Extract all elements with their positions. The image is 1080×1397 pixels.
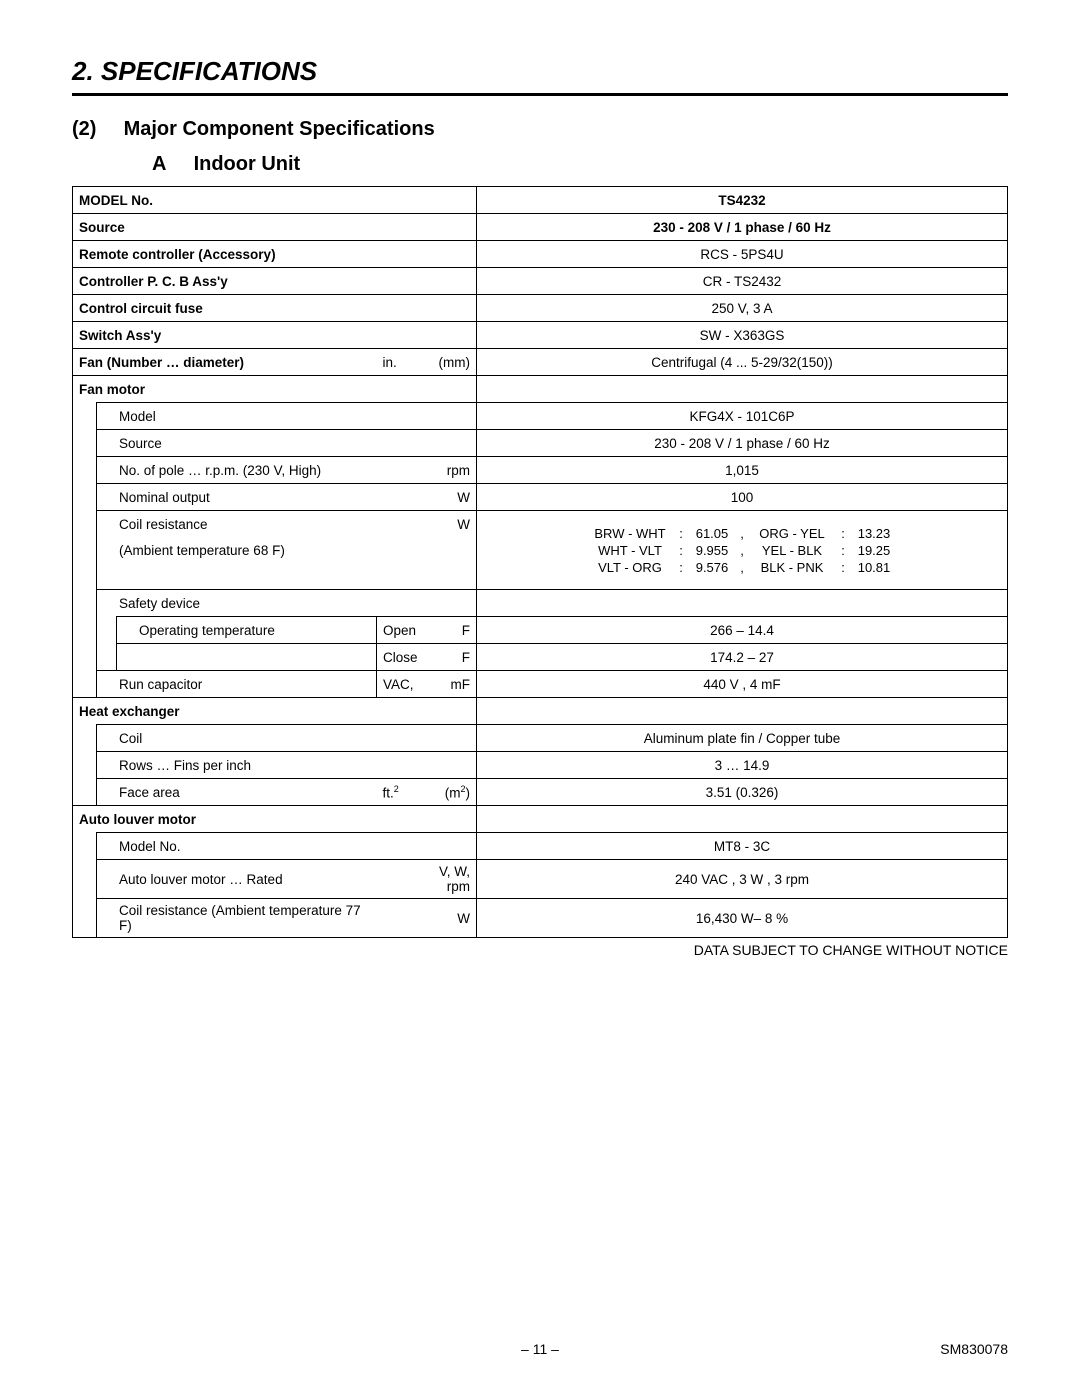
label: Operating temperature (117, 617, 377, 644)
subheading-text: Major Component Specifications (124, 118, 435, 140)
value: 1,015 (477, 457, 1008, 484)
value: 3.51 (0.326) (477, 779, 1008, 806)
table-row: Face area ft.2 (m2) 3.51 (0.326) (73, 779, 1008, 806)
table-row: Coil Aluminum plate fin / Copper tube (73, 725, 1008, 752)
label: Control circuit fuse (73, 295, 377, 322)
table-row: Remote controller (Accessory) RCS - 5PS4… (73, 241, 1008, 268)
table-row: Heat exchanger (73, 698, 1008, 725)
table-row: Rows … Fins per inch 3 … 14.9 (73, 752, 1008, 779)
label: Coil (97, 725, 377, 752)
value: 230 - 208 V / 1 phase / 60 Hz (477, 214, 1008, 241)
value: TS4232 (477, 187, 1008, 214)
value: MT8 - 3C (477, 833, 1008, 860)
table-row: Controller P. C. B Ass'y CR - TS2432 (73, 268, 1008, 295)
label: Source (73, 214, 377, 241)
value: RCS - 5PS4U (477, 241, 1008, 268)
label: Controller P. C. B Ass'y (73, 268, 377, 295)
table-row: Safety device (73, 590, 1008, 617)
label: Auto louver motor … Rated (97, 860, 377, 899)
unit: W (427, 899, 477, 938)
unit: V, W, rpm (427, 860, 477, 899)
table-row: Source 230 - 208 V / 1 phase / 60 Hz (73, 430, 1008, 457)
table-row: Control circuit fuse 250 V, 3 A (73, 295, 1008, 322)
label: (Ambient temperature 68 F) (97, 537, 377, 563)
subheading-sub: A Indoor Unit (152, 153, 1008, 176)
table-row: Source 230 - 208 V / 1 phase / 60 Hz (73, 214, 1008, 241)
label: Coil resistance (97, 511, 377, 538)
unit: F (427, 617, 477, 644)
value: Aluminum plate fin / Copper tube (477, 725, 1008, 752)
label: Face area (97, 779, 377, 806)
label: Coil resistance (Ambient temperature 77 … (97, 899, 377, 938)
coil-resistance-grid: BRW - WHT:61.05,ORG - YEL:13.23 WHT - VL… (585, 526, 899, 575)
change-notice: DATA SUBJECT TO CHANGE WITHOUT NOTICE (72, 942, 1008, 958)
value: SW - X363GS (477, 322, 1008, 349)
label: Safety device (97, 590, 377, 617)
subheading-letter: A (152, 153, 188, 176)
value: Centrifugal (4 ... 5-29/32(150)) (477, 349, 1008, 376)
table-row: No. of pole … r.p.m. (230 V, High) rpm 1… (73, 457, 1008, 484)
subheading-sub-text: Indoor Unit (194, 153, 301, 175)
value: 174.2 – 27 (477, 644, 1008, 671)
label: Auto louver motor (73, 806, 377, 833)
unit: in. (377, 349, 427, 376)
value: 250 V, 3 A (477, 295, 1008, 322)
unit: W (427, 484, 477, 511)
value: 440 V , 4 mF (477, 671, 1008, 698)
label: Model (97, 403, 377, 430)
page-number: – 11 – (0, 1341, 1080, 1357)
value: 240 VAC , 3 W , 3 rpm (477, 860, 1008, 899)
table-row: Model KFG4X - 101C6P (73, 403, 1008, 430)
label: Rows … Fins per inch (97, 752, 377, 779)
label: Run capacitor (97, 671, 377, 698)
unit: rpm (427, 457, 477, 484)
unit: W (427, 511, 477, 538)
table-row: Close F 174.2 – 27 (73, 644, 1008, 671)
table-row: Coil resistance (Ambient temperature 77 … (73, 899, 1008, 938)
label: No. of pole … r.p.m. (230 V, High) (97, 457, 377, 484)
value: 100 (477, 484, 1008, 511)
table-row: Operating temperature Open F 266 – 14.4 (73, 617, 1008, 644)
unit: ft.2 (377, 779, 427, 806)
table-row: Fan (Number … diameter) in. (mm) Centrif… (73, 349, 1008, 376)
subheading-num: (2) (72, 118, 118, 141)
value: 16,430 W– 8 % (477, 899, 1008, 938)
unit: (m2) (427, 779, 477, 806)
label: Fan (Number … diameter) (73, 349, 377, 376)
table-row: Switch Ass'y SW - X363GS (73, 322, 1008, 349)
label: Remote controller (Accessory) (73, 241, 377, 268)
unit: (mm) (427, 349, 477, 376)
unit: Open (377, 617, 427, 644)
value: 266 – 14.4 (477, 617, 1008, 644)
table-row: Fan motor (73, 376, 1008, 403)
table-row: Coil resistance W BRW - WHT:61.05,ORG - … (73, 511, 1008, 538)
value: CR - TS2432 (477, 268, 1008, 295)
value: BRW - WHT:61.05,ORG - YEL:13.23 WHT - VL… (477, 511, 1008, 590)
label: Switch Ass'y (73, 322, 377, 349)
label: MODEL No. (73, 187, 377, 214)
subheading-major: (2) Major Component Specifications (72, 118, 1008, 141)
value: 3 … 14.9 (477, 752, 1008, 779)
label: Heat exchanger (73, 698, 377, 725)
label: Fan motor (73, 376, 377, 403)
table-row: Auto louver motor (73, 806, 1008, 833)
table-row: Run capacitor VAC, mF 440 V , 4 mF (73, 671, 1008, 698)
label: Nominal output (97, 484, 377, 511)
value: KFG4X - 101C6P (477, 403, 1008, 430)
unit: mF (427, 671, 477, 698)
table-row: Auto louver motor … Rated V, W, rpm 240 … (73, 860, 1008, 899)
label: Model No. (97, 833, 377, 860)
value: 230 - 208 V / 1 phase / 60 Hz (477, 430, 1008, 457)
table-row: Nominal output W 100 (73, 484, 1008, 511)
unit: Close (377, 644, 427, 671)
section-title: 2. SPECIFICATIONS (72, 56, 1008, 96)
document-code: SM830078 (940, 1341, 1008, 1357)
table-row: Model No. MT8 - 3C (73, 833, 1008, 860)
table-row: MODEL No. TS4232 (73, 187, 1008, 214)
unit: VAC, (377, 671, 427, 698)
spec-table: MODEL No. TS4232 Source 230 - 208 V / 1 … (72, 186, 1008, 938)
label: Source (97, 430, 377, 457)
unit: F (427, 644, 477, 671)
